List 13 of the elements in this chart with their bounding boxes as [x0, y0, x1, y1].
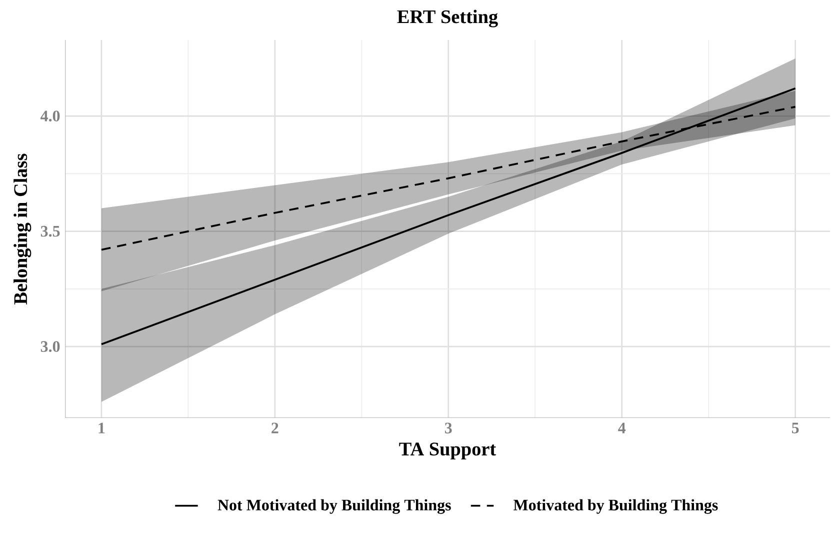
y-tick-label: 3.0: [40, 341, 60, 352]
legend-label: Motivated by Building Things: [514, 499, 718, 514]
y-tick-label: 3.5: [40, 226, 60, 237]
x-axis-title: TA Support: [399, 442, 496, 460]
y-axis-title: Belonging in Class: [14, 154, 32, 304]
legend-label: Not Motivated by Building Things: [218, 499, 451, 514]
x-tick-label: 3: [444, 422, 452, 434]
x-tick-label: 5: [792, 422, 799, 434]
x-tick-label: 2: [272, 422, 278, 434]
chart-title: ERT Setting: [397, 10, 498, 28]
x-tick-label: 4: [618, 422, 626, 434]
y-tick-label: 4.0: [40, 110, 60, 122]
x-tick-label: 1: [98, 422, 105, 434]
